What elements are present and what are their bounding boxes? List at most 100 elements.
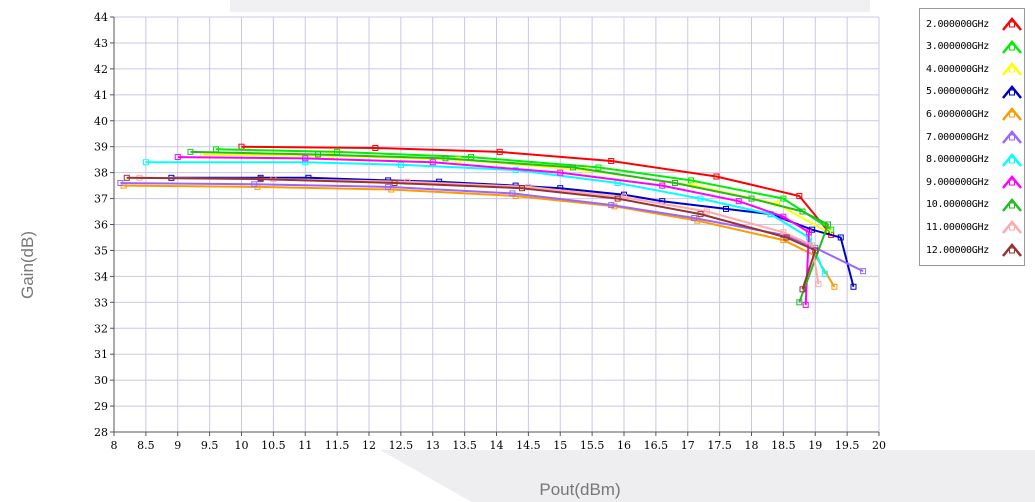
x-tick-label: 18 — [745, 439, 759, 452]
data-point — [429, 159, 436, 166]
legend-item: 6.000000GHz — [926, 103, 1022, 125]
data-point — [748, 195, 755, 202]
data-point — [703, 208, 710, 215]
legend-item: 12.00000GHz — [926, 239, 1022, 261]
data-point — [723, 205, 729, 212]
data-point — [608, 202, 615, 209]
y-tick-label: 31 — [94, 348, 108, 361]
legend-swatch-icon — [1002, 243, 1022, 257]
y-tick-label: 29 — [94, 400, 108, 413]
data-point — [557, 169, 564, 176]
data-point — [442, 155, 449, 162]
x-tick-label: 18.5 — [771, 439, 796, 452]
x-tick-label: 20 — [872, 439, 886, 452]
data-point — [672, 180, 678, 186]
data-point — [735, 198, 742, 205]
legend-swatch-icon — [1002, 152, 1022, 167]
x-tick-label: 10.5 — [261, 439, 286, 452]
y-tick-label: 38 — [94, 167, 108, 180]
series-line — [190, 150, 830, 303]
x-tick-label: 12.5 — [389, 439, 414, 452]
x-tick-label: 15.5 — [580, 439, 605, 452]
x-tick-label: 16 — [617, 439, 631, 452]
legend-item: 10.00000GHz — [926, 194, 1022, 216]
x-tick-label: 12 — [362, 439, 376, 452]
legend-swatch-icon — [1002, 62, 1022, 76]
legend-item: 7.000000GHz — [926, 126, 1022, 148]
data-point — [780, 195, 787, 202]
y-tick-label: 33 — [94, 296, 108, 309]
data-point — [302, 155, 309, 162]
data-point — [257, 176, 264, 183]
chart-legend: 2.000000GHz 3.000000GHz 4.000000GHz 5.00000… — [919, 8, 1025, 266]
legend-swatch-icon — [1002, 220, 1022, 235]
data-point — [805, 229, 812, 236]
series-9.000000GHz — [174, 154, 812, 308]
y-tick-label: 30 — [94, 374, 108, 387]
series-line — [215, 148, 832, 231]
x-tick-label: 16.5 — [644, 439, 669, 452]
series-8.000000GHz — [142, 159, 828, 277]
x-tick-label: 19.5 — [835, 439, 860, 452]
y-tick-label: 44 — [94, 11, 108, 24]
data-point — [595, 164, 602, 171]
data-point — [825, 221, 831, 228]
data-point — [812, 247, 819, 254]
x-tick-label: 8 — [111, 439, 118, 452]
data-point — [608, 157, 615, 164]
series-12.00000GHz — [123, 174, 819, 293]
y-tick-label: 36 — [94, 219, 108, 232]
data-point — [315, 151, 321, 158]
legend-swatch-icon — [1002, 130, 1022, 144]
data-point — [691, 215, 698, 222]
series-line — [241, 145, 832, 236]
data-point — [821, 270, 828, 277]
y-tick-label: 28 — [94, 426, 108, 439]
data-point — [780, 229, 787, 236]
data-point — [397, 161, 404, 168]
legend-label: 10.00000GHz — [926, 199, 989, 211]
legend-swatch-icon — [1002, 17, 1022, 31]
series-line — [177, 156, 810, 305]
legend-label: 5.000000GHz — [926, 86, 989, 98]
y-axis-title: Gain(dB) — [18, 230, 37, 300]
legend-label: 7.000000GHz — [926, 131, 989, 143]
data-point — [142, 159, 149, 166]
data-point — [802, 301, 809, 308]
y-tick-label: 37 — [94, 193, 108, 206]
x-tick-label: 14.5 — [516, 439, 541, 452]
series-line — [171, 176, 855, 288]
series-line — [120, 182, 864, 273]
y-tick-label: 39 — [94, 141, 108, 154]
series-line — [126, 176, 817, 290]
data-point — [831, 283, 838, 290]
data-point — [251, 181, 258, 188]
data-point — [799, 208, 806, 215]
x-tick-label: 13 — [426, 439, 440, 452]
data-point — [687, 177, 694, 184]
x-tick-label: 10 — [235, 439, 249, 452]
legend-label: 11.00000GHz — [926, 221, 989, 233]
data-point — [815, 281, 822, 288]
x-tick-label: 9 — [174, 439, 181, 452]
data-point — [123, 174, 130, 181]
data-point — [697, 211, 704, 218]
legend-label: 2.000000GHz — [926, 18, 989, 30]
y-tick-label: 42 — [94, 63, 108, 76]
data-point — [809, 242, 816, 249]
legend-item: 5.000000GHz — [926, 81, 1022, 103]
background-band-bottom — [380, 450, 1035, 502]
data-point — [614, 195, 621, 202]
y-tick-label: 34 — [94, 270, 108, 283]
data-point — [799, 286, 806, 293]
series-line — [145, 161, 826, 275]
data-point — [174, 154, 181, 161]
legend-item: 8.000000GHz — [926, 149, 1022, 171]
data-point — [385, 183, 392, 190]
background-band-top — [230, 0, 870, 12]
legend-swatch-icon — [1002, 197, 1022, 212]
legend-item: 4.000000GHz — [926, 58, 1022, 80]
x-tick-label: 15 — [553, 439, 567, 452]
x-tick-label: 11.5 — [325, 439, 350, 452]
